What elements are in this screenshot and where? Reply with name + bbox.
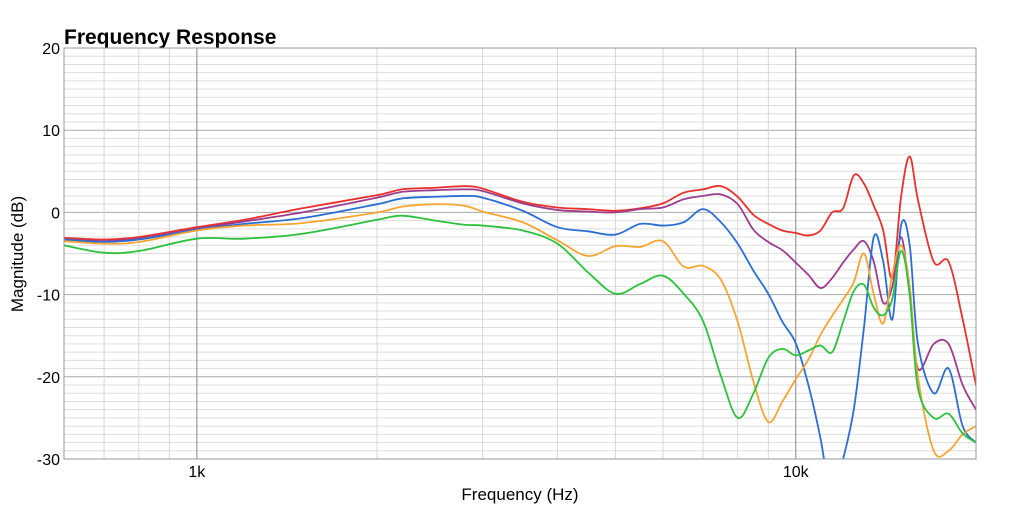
tick-labels: 20 10 0 -10 -20 -30 1k 10k: [37, 41, 810, 481]
series-line-5: [64, 214, 976, 444]
series-line-1: [64, 155, 976, 386]
x-axis-label: Frequency (Hz): [461, 485, 578, 504]
y-tick-label: -20: [37, 370, 60, 387]
y-tick-label: 0: [51, 205, 60, 222]
chart-title: Frequency Response: [64, 26, 276, 49]
x-tick-label: 10k: [783, 464, 810, 481]
y-tick-label: -30: [37, 452, 60, 469]
y-tick-label: 10: [42, 123, 60, 140]
y-tick-label: -10: [37, 288, 60, 305]
series-line-2: [64, 188, 976, 411]
x-tick-label: 1k: [188, 464, 206, 481]
series-line-4: [64, 203, 976, 458]
grid: [63, 47, 977, 460]
series-group: [64, 155, 976, 459]
plot-border: [63, 47, 977, 460]
y-tick-label: 20: [42, 41, 60, 58]
y-axis-label: Magnitude (dB): [8, 196, 27, 312]
